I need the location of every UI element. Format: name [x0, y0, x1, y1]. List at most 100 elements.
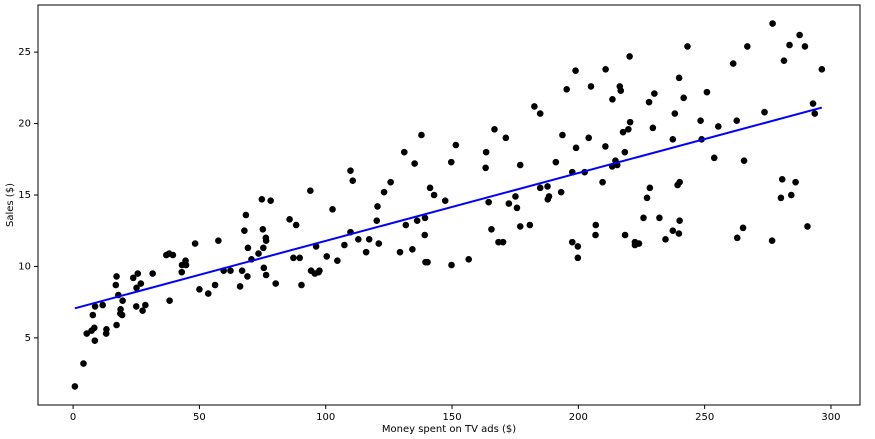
point — [418, 131, 425, 139]
x-tick-label: 50 — [193, 412, 206, 423]
point — [482, 148, 490, 156]
point — [112, 281, 120, 289]
point — [448, 261, 455, 269]
point — [402, 221, 410, 229]
point — [482, 164, 489, 172]
point — [544, 183, 551, 190]
point — [619, 128, 627, 136]
point — [137, 280, 145, 287]
x-tick-label: 250 — [695, 412, 714, 423]
y-tick-label: 5 — [25, 333, 31, 344]
point — [452, 141, 460, 149]
point — [531, 103, 538, 110]
point — [409, 245, 416, 253]
point — [516, 161, 524, 169]
point — [787, 191, 795, 199]
point — [422, 258, 429, 266]
point — [768, 237, 776, 245]
point — [796, 31, 803, 39]
point — [329, 205, 336, 213]
point — [139, 307, 146, 315]
point — [505, 200, 513, 207]
point — [142, 301, 149, 309]
point — [585, 134, 592, 142]
point — [777, 194, 785, 202]
point — [740, 157, 748, 165]
point — [178, 268, 186, 276]
point — [400, 148, 408, 156]
point — [703, 88, 711, 96]
point — [804, 223, 811, 230]
point — [355, 235, 362, 243]
point — [347, 167, 354, 175]
point — [780, 57, 788, 65]
point — [102, 330, 110, 337]
point — [626, 118, 634, 126]
point — [625, 125, 632, 133]
point — [669, 227, 677, 235]
point — [387, 178, 394, 186]
y-tick-label: 15 — [18, 190, 31, 201]
point — [729, 60, 737, 67]
point — [488, 225, 495, 233]
point — [242, 211, 250, 219]
point — [809, 100, 817, 107]
point — [323, 253, 331, 260]
point — [236, 283, 244, 290]
point — [411, 160, 418, 167]
x-tick-label: 200 — [569, 412, 588, 423]
point — [656, 214, 663, 222]
point — [651, 90, 658, 97]
point — [669, 135, 677, 143]
point — [292, 221, 300, 229]
point — [117, 310, 124, 317]
point — [761, 108, 768, 116]
point — [563, 85, 571, 93]
point — [801, 43, 809, 50]
point — [244, 273, 251, 280]
point — [811, 110, 819, 117]
point — [684, 43, 691, 50]
point — [421, 214, 429, 222]
point — [286, 215, 293, 223]
x-axis-label: Money spent on TV ads ($) — [382, 424, 516, 435]
point — [621, 231, 629, 239]
point — [572, 144, 580, 152]
point — [769, 20, 776, 27]
point — [818, 65, 826, 73]
point — [307, 267, 315, 275]
point — [675, 74, 683, 82]
point — [674, 181, 681, 189]
point — [491, 125, 498, 133]
x-tick-label: 0 — [70, 412, 76, 423]
point — [89, 311, 97, 319]
point — [396, 248, 404, 256]
point — [262, 271, 270, 279]
point — [421, 231, 429, 239]
point — [241, 227, 248, 235]
point — [739, 224, 747, 232]
point — [792, 178, 799, 186]
point — [631, 241, 639, 249]
point — [298, 281, 305, 289]
point — [526, 221, 534, 229]
point — [733, 234, 741, 242]
point — [133, 284, 140, 292]
y-tick-label: 25 — [18, 47, 31, 58]
point — [559, 131, 566, 139]
point — [258, 195, 266, 203]
point — [485, 198, 492, 206]
point — [430, 191, 438, 199]
point — [640, 214, 647, 222]
point — [778, 175, 786, 183]
point — [568, 238, 576, 246]
point — [119, 297, 126, 305]
point — [426, 184, 434, 192]
y-tick-label: 20 — [18, 119, 31, 130]
point — [296, 254, 304, 262]
point — [375, 240, 383, 247]
point — [710, 154, 718, 162]
point — [602, 65, 609, 73]
point — [238, 267, 246, 275]
